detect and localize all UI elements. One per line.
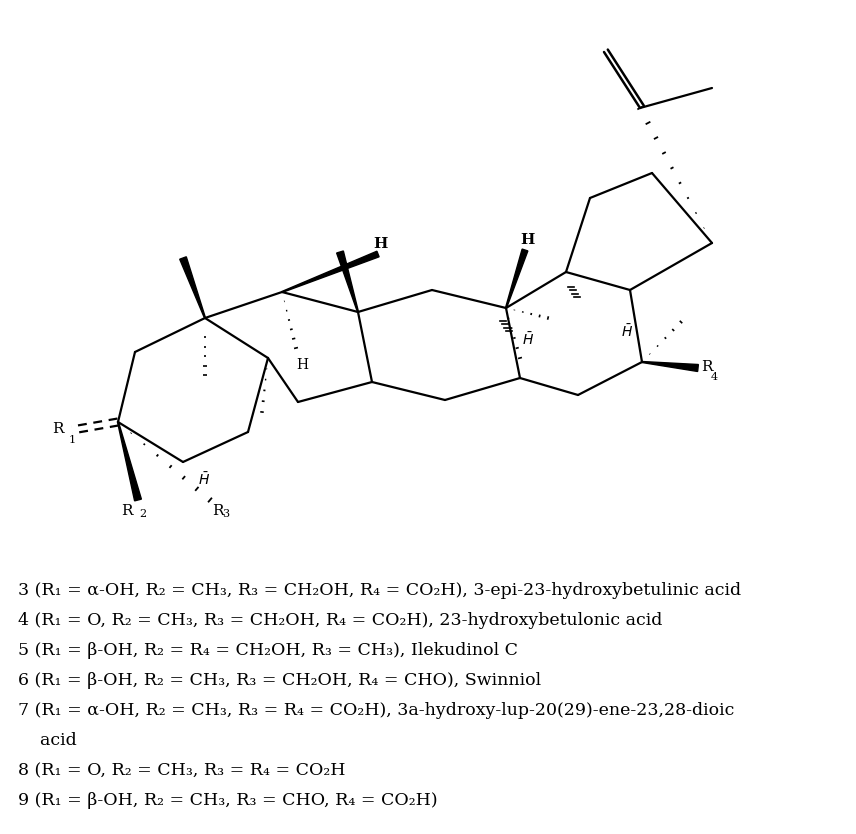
Text: 4: 4 — [711, 372, 718, 382]
Text: 2: 2 — [139, 509, 146, 519]
Polygon shape — [642, 361, 698, 371]
Text: R: R — [212, 504, 223, 518]
Text: 5 (R₁ = β-OH, R₂ = R₄ = CH₂OH, R₃ = CH₃), Ilekudinol C: 5 (R₁ = β-OH, R₂ = R₄ = CH₂OH, R₃ = CH₃)… — [18, 642, 518, 659]
Text: 6 (R₁ = β-OH, R₂ = CH₃, R₃ = CH₂OH, R₄ = CHO), Swinniol: 6 (R₁ = β-OH, R₂ = CH₃, R₃ = CH₂OH, R₄ =… — [18, 672, 541, 689]
Text: acid: acid — [18, 732, 77, 749]
Text: 3: 3 — [222, 509, 229, 519]
Text: $\bar{H}$: $\bar{H}$ — [522, 332, 534, 349]
Text: 4 (R₁ = O, R₂ = CH₃, R₃ = CH₂OH, R₄ = CO₂H), 23-hydroxybetulonic acid: 4 (R₁ = O, R₂ = CH₃, R₃ = CH₂OH, R₄ = CO… — [18, 612, 663, 629]
Text: H: H — [520, 233, 534, 247]
Polygon shape — [282, 251, 379, 293]
Text: R: R — [122, 504, 133, 518]
Text: R: R — [52, 422, 64, 436]
Polygon shape — [336, 251, 359, 312]
Polygon shape — [180, 257, 205, 319]
Text: R: R — [701, 360, 712, 374]
Text: 1: 1 — [69, 435, 76, 445]
Text: H: H — [373, 237, 387, 251]
Text: $\bar{H}$: $\bar{H}$ — [198, 471, 210, 488]
Polygon shape — [117, 422, 141, 501]
Text: 8 (R₁ = O, R₂ = CH₃, R₃ = R₄ = CO₂H: 8 (R₁ = O, R₂ = CH₃, R₃ = R₄ = CO₂H — [18, 762, 346, 779]
Polygon shape — [506, 249, 528, 308]
Text: $\bar{H}$: $\bar{H}$ — [621, 323, 633, 340]
Text: H: H — [296, 358, 308, 372]
Text: 9 (R₁ = β-OH, R₂ = CH₃, R₃ = CHO, R₄ = CO₂H): 9 (R₁ = β-OH, R₂ = CH₃, R₃ = CHO, R₄ = C… — [18, 792, 437, 809]
Text: 7 (R₁ = α-OH, R₂ = CH₃, R₃ = R₄ = CO₂H), 3a-hydroxy-lup-20(29)-ene-23,28-dioic: 7 (R₁ = α-OH, R₂ = CH₃, R₃ = R₄ = CO₂H),… — [18, 702, 734, 719]
Text: 3 (R₁ = α-OH, R₂ = CH₃, R₃ = CH₂OH, R₄ = CO₂H), 3-epi-23-hydroxybetulinic acid: 3 (R₁ = α-OH, R₂ = CH₃, R₃ = CH₂OH, R₄ =… — [18, 582, 741, 599]
